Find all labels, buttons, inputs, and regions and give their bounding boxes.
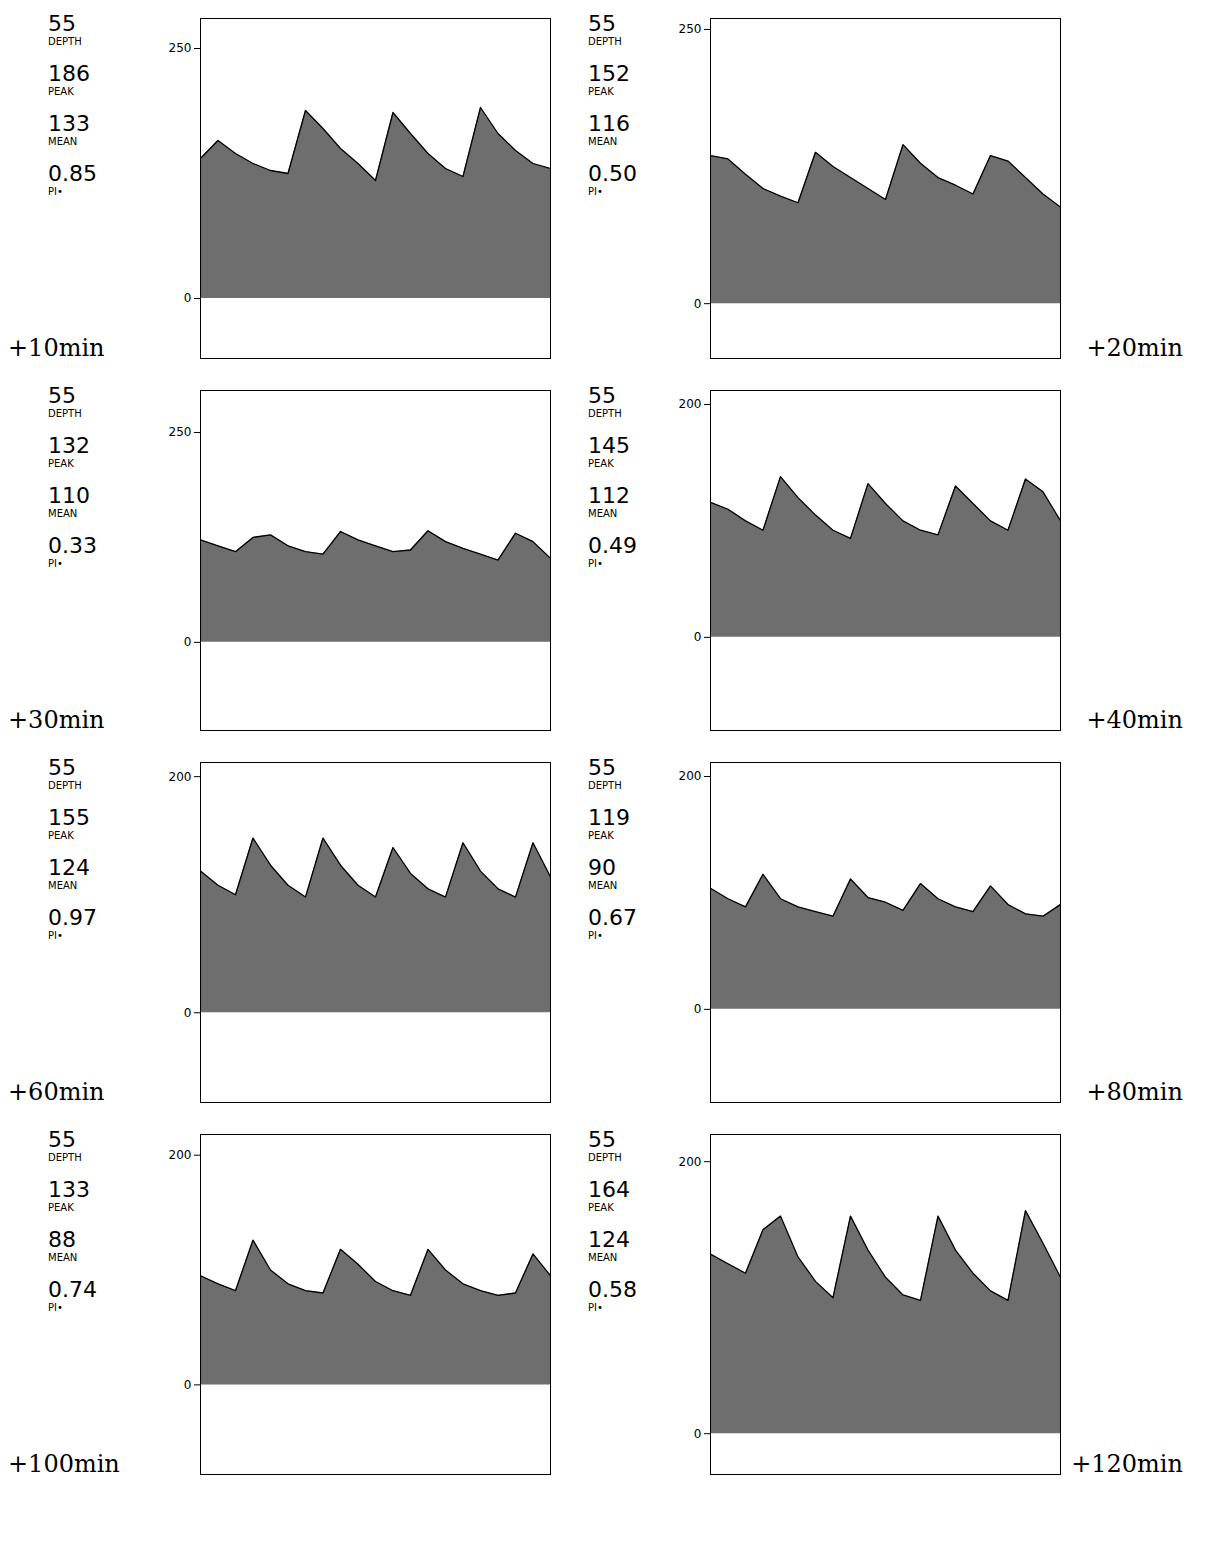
html-text:116: 116	[588, 111, 630, 136]
html-text:0.49: 0.49	[588, 533, 637, 558]
html-text:0.58: 0.58	[588, 1277, 637, 1302]
html-text:+120min: +120min	[1071, 1450, 1183, 1478]
svg-text:0: 0	[184, 291, 192, 305]
svg-text:250: 250	[679, 22, 702, 36]
svg-text:0: 0	[184, 1378, 192, 1392]
svg-text:200: 200	[679, 1155, 702, 1169]
html-text:PEAK: PEAK	[48, 86, 74, 97]
html-text:DEPTH: DEPTH	[588, 36, 622, 47]
html-text:133: 133	[48, 111, 90, 136]
html-text:55: 55	[588, 11, 616, 36]
svg-text:200: 200	[679, 769, 702, 783]
html-text:0.33: 0.33	[48, 533, 97, 558]
html-text:+30min: +30min	[8, 706, 105, 734]
html-text:+100min: +100min	[8, 1450, 120, 1478]
svg-text:0: 0	[184, 635, 192, 649]
html-text:132: 132	[48, 433, 90, 458]
html-text:+80min: +80min	[1086, 1078, 1183, 1106]
html-text:MEAN: MEAN	[48, 1252, 78, 1263]
html-text:55: 55	[588, 383, 616, 408]
html-text:PEAK: PEAK	[588, 86, 614, 97]
html-text:145: 145	[588, 433, 630, 458]
html-text:PI•: PI•	[588, 1302, 603, 1313]
html-text:119: 119	[588, 805, 630, 830]
html-text:DEPTH: DEPTH	[588, 1152, 622, 1163]
html-text:PI•: PI•	[588, 558, 603, 569]
html-text:MEAN: MEAN	[48, 508, 78, 519]
html-text:MEAN: MEAN	[588, 1252, 618, 1263]
html-text:55: 55	[588, 755, 616, 780]
html-text:PI•: PI•	[588, 930, 603, 941]
html-text:133: 133	[48, 1177, 90, 1202]
html-text:124: 124	[588, 1227, 630, 1252]
svg-text:0: 0	[694, 1002, 702, 1016]
html-text:DEPTH: DEPTH	[48, 36, 82, 47]
html-text:PEAK: PEAK	[48, 830, 74, 841]
html-text:55: 55	[48, 1127, 76, 1152]
html-text:PEAK: PEAK	[48, 1202, 74, 1213]
html-text:MEAN: MEAN	[588, 880, 618, 891]
html-text:55: 55	[48, 11, 76, 36]
html-text:PI•: PI•	[48, 1302, 63, 1313]
html-text:DEPTH: DEPTH	[588, 780, 622, 791]
svg-text:0: 0	[694, 297, 702, 311]
html-text:DEPTH: DEPTH	[48, 1152, 82, 1163]
html-text:90: 90	[588, 855, 616, 880]
html-text:155: 155	[48, 805, 90, 830]
html-text:MEAN: MEAN	[588, 508, 618, 519]
html-text:DEPTH: DEPTH	[588, 408, 622, 419]
html-text:152: 152	[588, 61, 630, 86]
html-text:+10min: +10min	[8, 334, 105, 362]
html-text:PI•: PI•	[48, 186, 63, 197]
html-text:PI•: PI•	[48, 558, 63, 569]
html-text:112: 112	[588, 483, 630, 508]
html-text:55: 55	[48, 383, 76, 408]
html-text:PI•: PI•	[48, 930, 63, 941]
html-text:PEAK: PEAK	[48, 458, 74, 469]
html-text:DEPTH: DEPTH	[48, 408, 82, 419]
html-text:PEAK: PEAK	[588, 458, 614, 469]
html-text:164: 164	[588, 1177, 630, 1202]
html-text:55: 55	[588, 1127, 616, 1152]
html-text:DEPTH: DEPTH	[48, 780, 82, 791]
html-text:124: 124	[48, 855, 90, 880]
html-text:MEAN: MEAN	[48, 880, 78, 891]
svg-text:250: 250	[169, 425, 192, 439]
html-text:+40min: +40min	[1086, 706, 1183, 734]
html-text:+20min: +20min	[1086, 334, 1183, 362]
html-text:88: 88	[48, 1227, 76, 1252]
svg-text:0: 0	[694, 630, 702, 644]
svg-text:200: 200	[679, 397, 702, 411]
svg-text:0: 0	[184, 1006, 192, 1020]
html-text:0.50: 0.50	[588, 161, 637, 186]
html-text:0.74: 0.74	[48, 1277, 97, 1302]
html-text:55: 55	[48, 755, 76, 780]
html-text:PI•: PI•	[588, 186, 603, 197]
html-text:PEAK: PEAK	[588, 1202, 614, 1213]
svg-text:200: 200	[169, 770, 192, 784]
html-text:0.85: 0.85	[48, 161, 97, 186]
html-text:MEAN: MEAN	[48, 136, 78, 147]
svg-text:200: 200	[169, 1148, 192, 1162]
svg-text:250: 250	[169, 41, 192, 55]
html-text:0.97: 0.97	[48, 905, 97, 930]
html-text:186: 186	[48, 61, 90, 86]
html-text:+60min: +60min	[8, 1078, 105, 1106]
html-text:MEAN: MEAN	[588, 136, 618, 147]
html-text:0.67: 0.67	[588, 905, 637, 930]
html-text:PEAK: PEAK	[588, 830, 614, 841]
svg-text:0: 0	[694, 1427, 702, 1441]
html-text:110: 110	[48, 483, 90, 508]
